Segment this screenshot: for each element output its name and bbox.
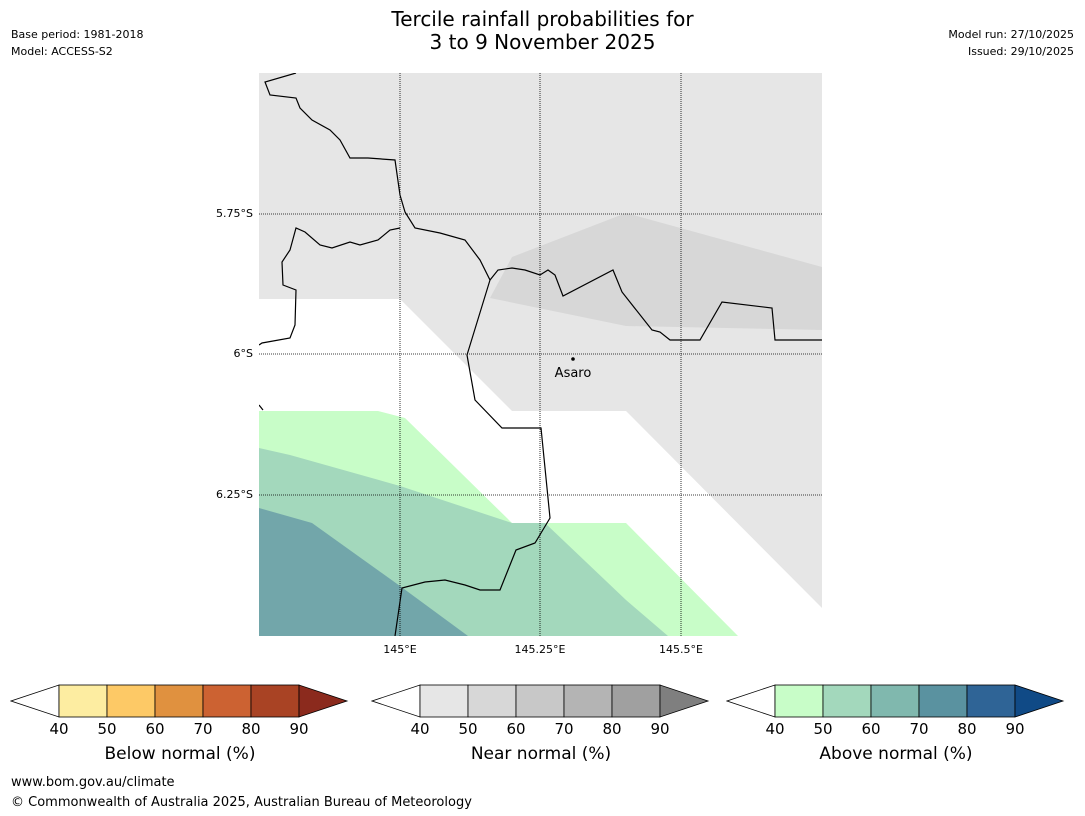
colorbar-tick-label: 80 <box>602 720 622 738</box>
colorbar-segment <box>250 684 300 718</box>
colorbar-below-normal-title: Below normal (%) <box>104 744 256 764</box>
colorbar-segment <box>611 684 661 718</box>
colorbar-tick-label: 60 <box>145 720 165 738</box>
colorbar-tick-label: 40 <box>49 720 69 738</box>
issued-date: Issued: 29/10/2025 <box>967 45 1074 58</box>
colorbar-near-normal-bar <box>371 684 710 718</box>
colorbar-segment <box>419 684 469 718</box>
colorbar-extend-low <box>10 684 60 718</box>
colorbar-near-normal-title: Near normal (%) <box>470 744 612 764</box>
region-near-normal-50 <box>490 213 822 330</box>
colorbar-above-normal-title: Above normal (%) <box>819 744 973 764</box>
colorbar-tick-label: 50 <box>97 720 117 738</box>
asaro-marker <box>571 357 575 361</box>
border-west <box>259 227 401 346</box>
model-run: Model run: 27/10/2025 <box>948 28 1074 41</box>
colorbar-tick-label: 50 <box>813 720 833 738</box>
colorbar-tick-label: 40 <box>410 720 430 738</box>
colorbar-near-normal: 40 50 60 70 80 90 Near normal (%) <box>371 684 711 774</box>
meta-right: Model run: 27/10/2025 Issued: 29/10/2025 <box>948 26 1074 60</box>
colorbar-tick-label: 80 <box>957 720 977 738</box>
colorbar-segment <box>467 684 517 718</box>
colorbar-above-normal-bar <box>726 684 1065 718</box>
colorbar-segment <box>966 684 1016 718</box>
colorbar-tick-label: 70 <box>193 720 213 738</box>
colorbar-segment <box>515 684 565 718</box>
colorbar-tick-label: 70 <box>909 720 929 738</box>
region-above-normal-60 <box>259 508 468 636</box>
colorbar-tick-label: 60 <box>861 720 881 738</box>
colorbar-tick-label: 70 <box>554 720 574 738</box>
model-name: Model: ACCESS-S2 <box>11 45 113 58</box>
lat-label-600: 6°S <box>234 347 253 360</box>
lon-label-14550: 145.5°E <box>659 643 703 656</box>
meta-left: Base period: 1981-2018 Model: ACCESS-S2 <box>11 26 143 60</box>
title-line-1: Tercile rainfall probabilities for <box>391 7 694 31</box>
lat-label-625: 6.25°S <box>216 488 253 501</box>
chart-title: Tercile rainfall probabilities for 3 to … <box>0 8 1085 54</box>
colorbar-segment <box>202 684 252 718</box>
colorbar-tick-label: 90 <box>650 720 670 738</box>
colorbar-segment <box>154 684 204 718</box>
colorbar-below-normal: 40 50 60 70 80 90 Below normal (%) <box>10 684 350 774</box>
lon-label-14500: 145°E <box>383 643 416 656</box>
colorbar-tick-label: 60 <box>506 720 526 738</box>
colorbar-segment <box>58 684 108 718</box>
colorbar-extend-high <box>659 684 710 718</box>
colorbar-extend-high <box>298 684 349 718</box>
colorbar-tick-label: 90 <box>289 720 309 738</box>
place-label-asaro: Asaro <box>555 366 592 381</box>
forecast-map: Asaro 5.75°S 6°S 6.25°S 145°E 145.25°E 1… <box>216 73 822 656</box>
colorbar-below-normal-bar <box>10 684 349 718</box>
colorbar-tick-label: 40 <box>765 720 785 738</box>
footer-url: www.bom.gov.au/climate <box>11 775 175 790</box>
colorbar-segment <box>106 684 156 718</box>
colorbar-extend-low <box>726 684 776 718</box>
footer-copyright: © Commonwealth of Australia 2025, Austra… <box>11 795 472 810</box>
title-line-2: 3 to 9 November 2025 <box>429 30 656 54</box>
colorbar-segment <box>870 684 920 718</box>
lat-label-575: 5.75°S <box>216 207 253 220</box>
colorbar-segment <box>822 684 872 718</box>
colorbar-extend-low <box>371 684 421 718</box>
colorbar-extend-high <box>1014 684 1065 718</box>
colorbar-tick-label: 80 <box>241 720 261 738</box>
base-period: Base period: 1981-2018 <box>11 28 144 41</box>
colorbar-tick-label: 50 <box>458 720 478 738</box>
colorbar-segment <box>774 684 824 718</box>
colorbar-segment <box>918 684 968 718</box>
border-fragment <box>259 404 264 411</box>
colorbar-above-normal: 40 50 60 70 80 90 Above normal (%) <box>726 684 1066 774</box>
colorbar-tick-label: 90 <box>1005 720 1025 738</box>
borders <box>259 73 822 636</box>
lon-label-14525: 145.25°E <box>515 643 566 656</box>
border-south <box>394 279 551 636</box>
colorbar-segment <box>563 684 613 718</box>
